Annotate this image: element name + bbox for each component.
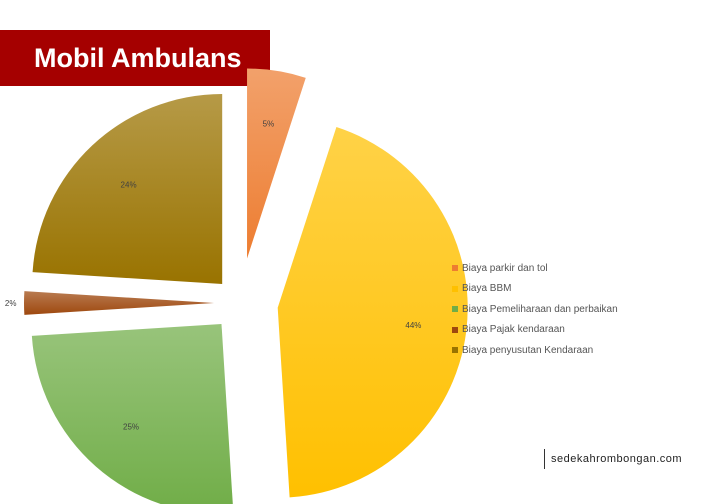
legend-label: Biaya Pemeliharaan dan perbaikan — [462, 303, 618, 315]
pie-slice-2 — [277, 127, 468, 498]
slice-data-label: 2% — [5, 299, 17, 308]
slice-data-label: 44% — [405, 321, 421, 330]
legend-label: Biaya parkir dan tol — [462, 262, 548, 274]
legend-swatch — [452, 285, 458, 292]
pie-slice-1 — [247, 68, 306, 259]
legend-item: Biaya Pajak kendaraan — [452, 320, 692, 341]
page-title: Mobil Ambulans — [34, 42, 242, 73]
slice-data-label: 5% — [263, 119, 275, 128]
legend-label: Biaya penyusutan Kendaraan — [462, 344, 594, 356]
legend-item: Biaya penyusutan Kendaraan — [452, 340, 692, 361]
slice-data-label: 25% — [123, 423, 139, 432]
legend-swatch — [452, 326, 458, 333]
legend-label: Biaya Pajak kendaraan — [462, 324, 565, 336]
source-credit: sedekahrombongan.com — [544, 449, 682, 469]
legend-item: Biaya Pemeliharaan dan perbaikan — [452, 299, 692, 320]
pie-slice-3 — [31, 324, 233, 504]
legend-swatch — [452, 306, 458, 313]
legend-swatch — [452, 265, 458, 272]
slice-data-label: 24% — [121, 180, 137, 189]
chart-legend: Biaya parkir dan tol Biaya BBM Biaya Pemel… — [452, 258, 692, 361]
source-text: sedekahrombongan.com — [551, 453, 683, 465]
legend-label: Biaya BBM — [462, 283, 512, 295]
title-banner: Mobil Ambulans — [0, 30, 270, 86]
pie-slice-5 — [32, 94, 223, 285]
legend-swatch — [452, 347, 458, 354]
legend-item: Biaya BBM — [452, 279, 692, 300]
legend-item: Biaya parkir dan tol — [452, 258, 692, 279]
pie-slice-4 — [24, 291, 215, 315]
